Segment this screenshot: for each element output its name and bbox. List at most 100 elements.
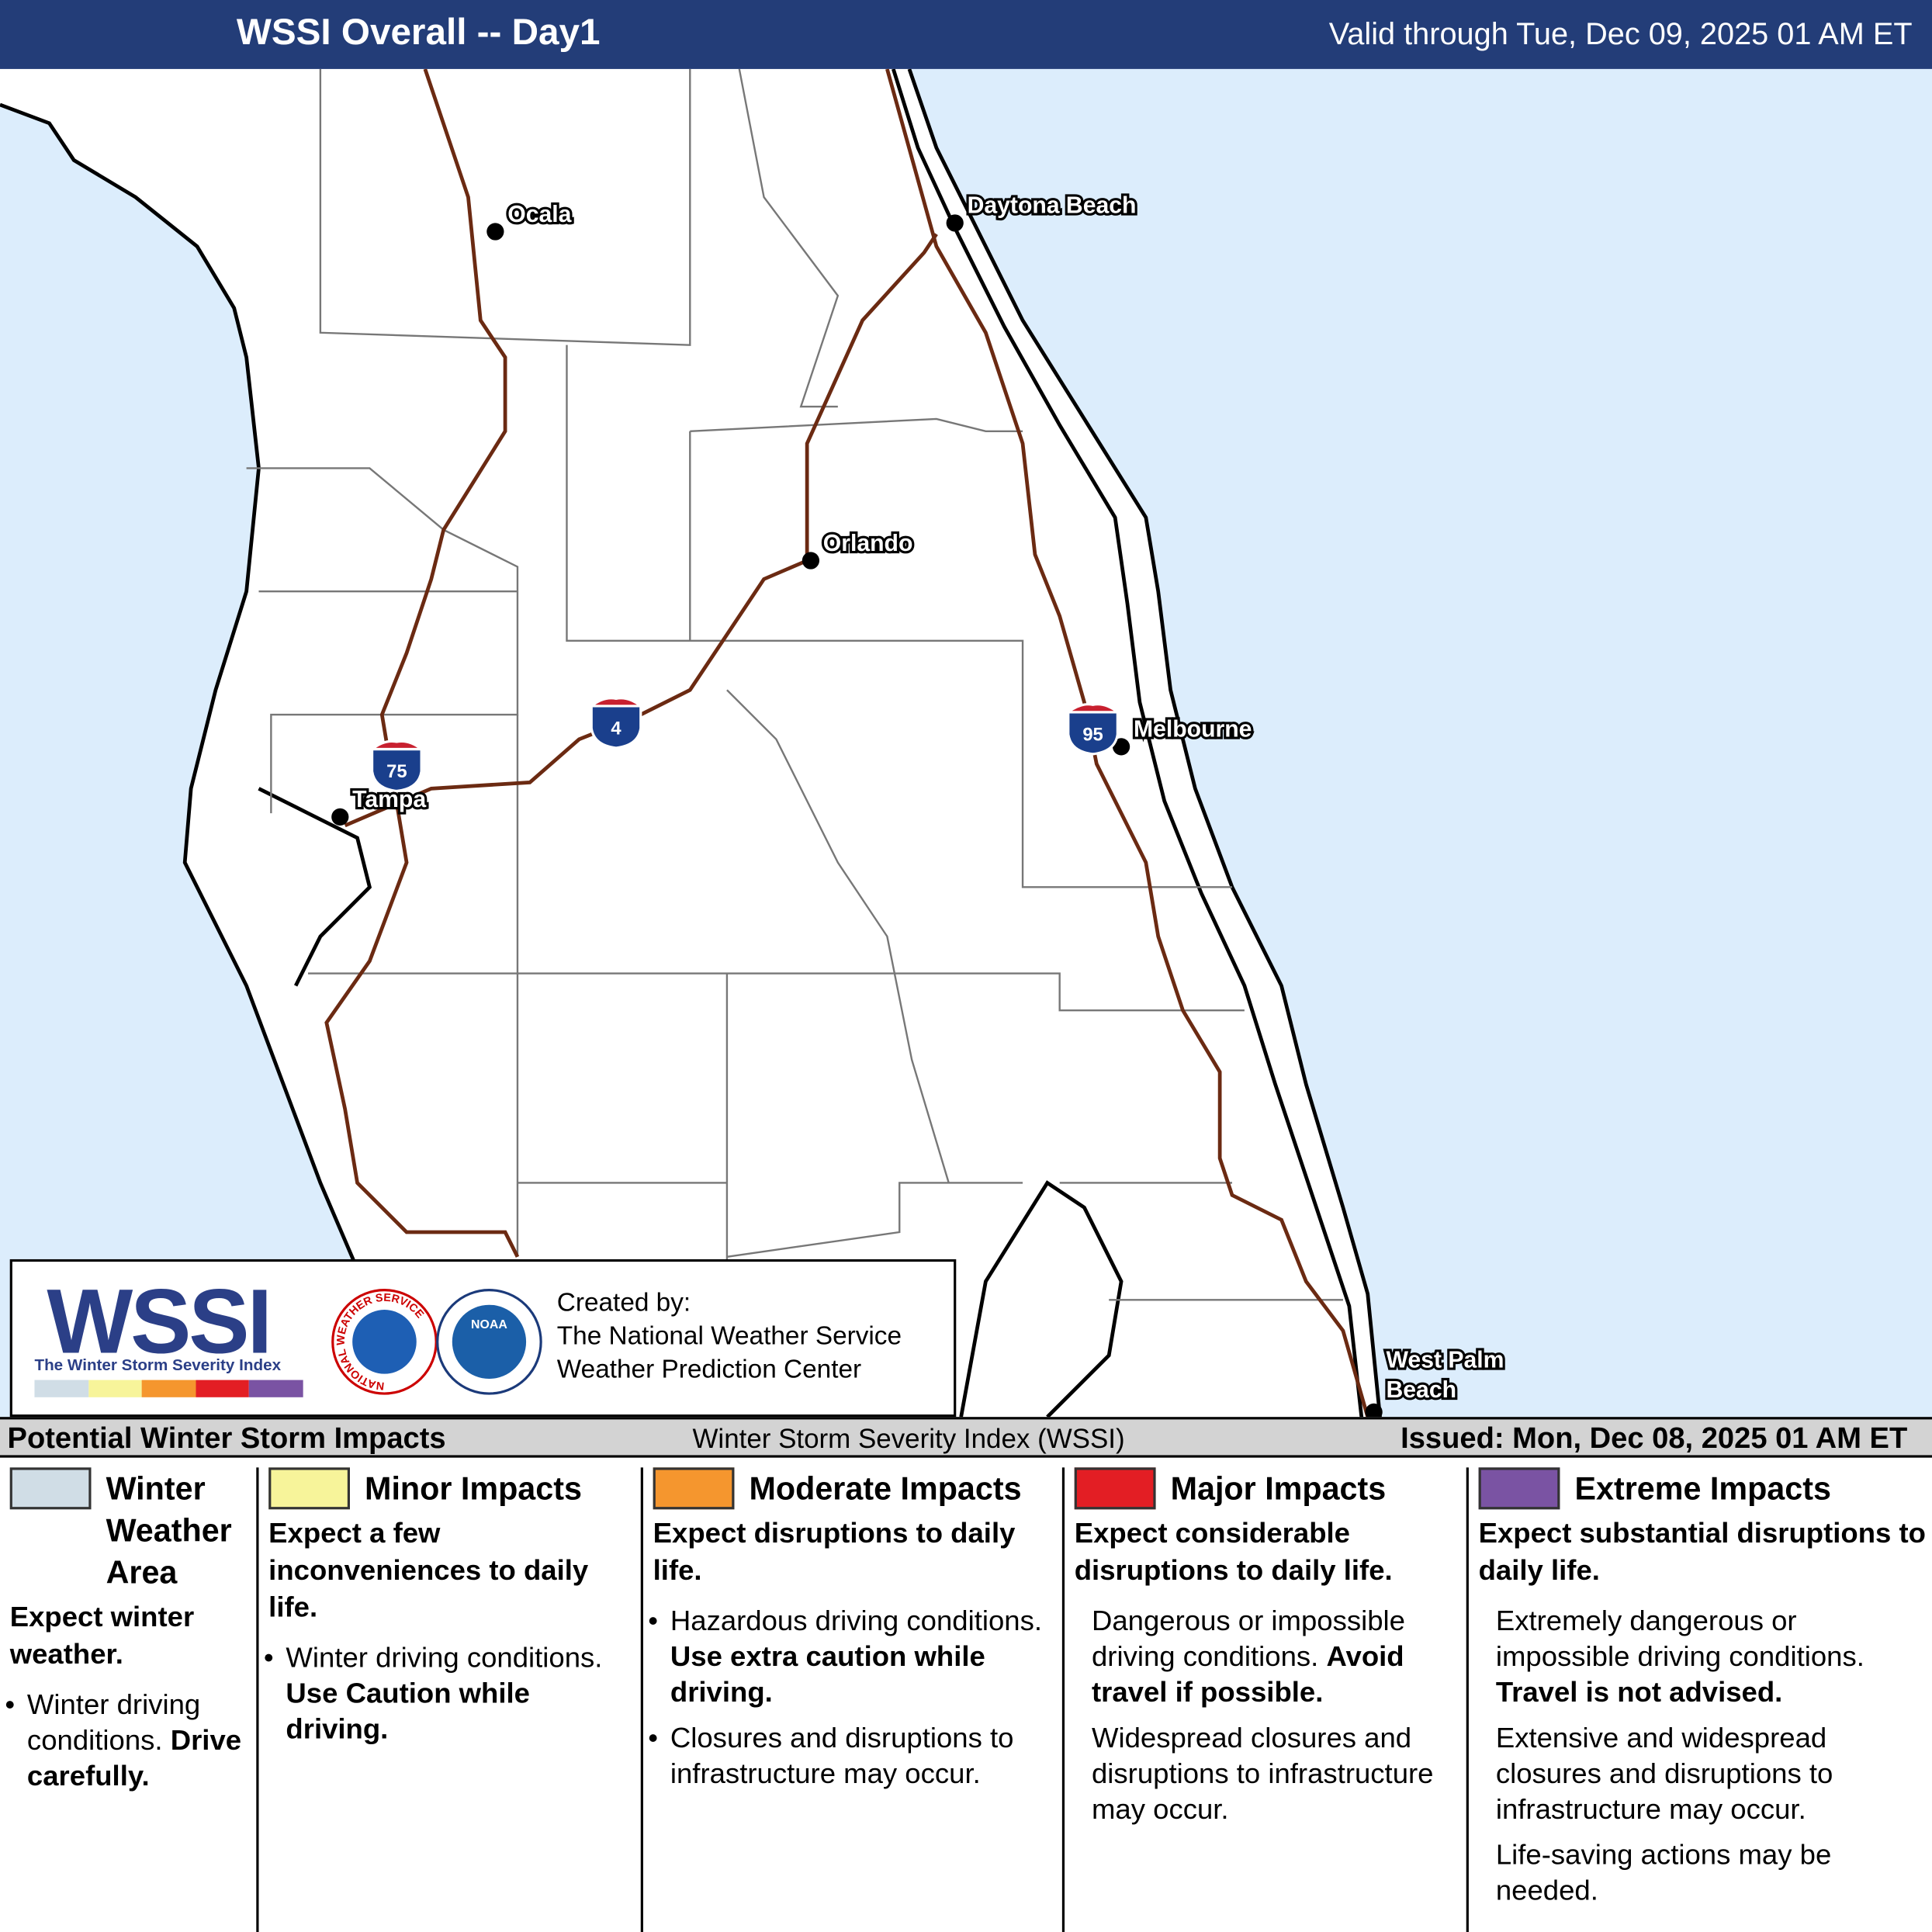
city-label: Beach (1387, 1377, 1457, 1403)
impact-item: Extensive and widespread closures and di… (1479, 1720, 1927, 1827)
city-label: Daytona Beach (968, 193, 1137, 219)
header: WSSI Overall -- Day1 Valid through Tue, … (0, 0, 1932, 69)
category-name: Major Impacts (1170, 1470, 1387, 1508)
city-dot (331, 808, 349, 826)
category-summary: Expect winter weather. (9, 1600, 195, 1670)
credit-line: Weather Prediction Center (556, 1355, 862, 1384)
item-text: Life-saving actions may be needed. (1495, 1838, 1832, 1906)
item-text: Dangerous or impossible driving conditio… (1091, 1604, 1405, 1672)
legend-category: Major Impacts (1074, 1467, 1462, 1510)
logo-subtitle: The Winter Storm Severity Index (34, 1355, 282, 1374)
shield-number: 95 (1082, 724, 1103, 745)
bullet: • (263, 1641, 274, 1674)
category-summary: Expect disruptions to daily life. (653, 1516, 1016, 1586)
legend-title: Potential Winter Storm Impacts (7, 1421, 446, 1456)
item-text: Extensive and widespread closures and di… (1495, 1721, 1833, 1825)
legend-swatch (9, 1467, 92, 1510)
item-text: Extremely dangerous or impossible drivin… (1495, 1604, 1864, 1672)
item-text: Hazardous driving conditions. (670, 1604, 1043, 1636)
impact-item: • Hazardous driving conditions. Use extra… (648, 1603, 1058, 1710)
city-label: Ocala (507, 202, 571, 227)
city-label: Orlando (823, 531, 913, 556)
item-text: Winter driving conditions. (286, 1641, 603, 1674)
city-dot (1365, 1403, 1383, 1418)
impact-item: Life-saving actions may be needed. (1479, 1837, 1927, 1909)
legend-swatch (268, 1467, 350, 1510)
shield-body (370, 747, 423, 793)
nws-seal-center (352, 1310, 417, 1374)
legend-column: Winter Weather Area Expect winter weather… (0, 1467, 256, 1932)
item-emphasis: Use extra caution while driving. (670, 1639, 985, 1708)
credit-line: The National Weather Service (556, 1321, 902, 1351)
impact-item: • Closures and disruptions to infrastruct… (648, 1720, 1058, 1792)
noaa-seal-text: NOAA (471, 1318, 507, 1331)
shield-number: 75 (386, 761, 407, 782)
item-emphasis: Travel is not advised. (1495, 1675, 1783, 1708)
shield-number: 4 (611, 718, 621, 739)
legend-subtitle: Winter Storm Severity Index (WSSI) (692, 1423, 1125, 1454)
category-summary: Expect a few inconveniences to daily lif… (268, 1516, 589, 1623)
title: WSSI Overall -- Day1 (236, 12, 601, 54)
color-bar-segment (88, 1380, 142, 1397)
bullet: • (648, 1604, 659, 1636)
valid-time: Valid through Tue, Dec 09, 2025 01 AM ET (1328, 17, 1913, 52)
color-bar-segment (34, 1380, 88, 1397)
item-text: Widespread closures and disruptions to i… (1091, 1721, 1434, 1825)
shield-body (1067, 711, 1119, 756)
item-emphasis: Avoid travel if possible. (1091, 1639, 1404, 1708)
legend-column: Moderate Impacts Expect disruptions to da… (640, 1467, 1062, 1932)
impact-item: Dangerous or impossible driving conditio… (1075, 1603, 1462, 1710)
cities: Ocala Daytona Beach Orlando Melbourne Tampa W… (331, 191, 1507, 1418)
bullet: • (648, 1721, 659, 1754)
category-summary: Expect considerable disruptions to daily… (1074, 1516, 1393, 1586)
issued-time: Issued: Mon, Dec 08, 2025 01 AM ET (1401, 1421, 1908, 1456)
legend-columns: Winter Weather Area Expect winter weather… (0, 1458, 1932, 1932)
legend-column: Extreme Impacts Expect substantial disrup… (1466, 1467, 1932, 1932)
bullet: • (5, 1688, 16, 1720)
wssi-logo: WSSI (47, 1270, 272, 1373)
credit-line: Created by: (556, 1289, 691, 1317)
shield-top (1065, 703, 1121, 714)
item-text: Winter driving conditions. (26, 1688, 201, 1756)
category-name: Moderate Impacts (749, 1470, 1022, 1508)
shield-body (590, 705, 642, 750)
legend-swatch (1074, 1467, 1156, 1510)
legend-swatch (1478, 1467, 1560, 1510)
city-dot (1112, 738, 1130, 756)
legend-category: Moderate Impacts (653, 1467, 1058, 1510)
created-by: Created by: The National Weather Service W… (557, 1286, 902, 1387)
city-label: West Palm (1387, 1348, 1504, 1373)
map: Ocala Daytona Beach Orlando Melbourne Tampa W… (0, 68, 1932, 1418)
impact-item: Widespread closures and disruptions to i… (1075, 1720, 1462, 1827)
legend-category: Minor Impacts (268, 1467, 635, 1510)
noaa-seal-center (452, 1304, 527, 1379)
item-emphasis: Drive carefully. (26, 1723, 242, 1792)
color-bar-segment (141, 1380, 196, 1397)
item-text: Closures and disruptions to infrastructu… (670, 1721, 1014, 1789)
coastline (0, 68, 1382, 1418)
shield-top (369, 739, 425, 751)
category-name: Extreme Impacts (1574, 1470, 1831, 1508)
legend-category: Winter Weather Area (9, 1467, 251, 1593)
city-dot (802, 552, 820, 570)
category-name: Minor Impacts (365, 1470, 582, 1508)
impact-item: • Winter driving conditions. Drive carefu… (5, 1687, 251, 1794)
city-label: Melbourne (1134, 717, 1252, 743)
credits-box: WSSI The Winter Storm Severity Index NAT… (9, 1259, 957, 1418)
legend-column: Minor Impacts Expect a few inconveniences… (256, 1467, 640, 1932)
county-lines (246, 68, 1343, 1418)
category-summary: Expect substantial disruptions to daily … (1478, 1516, 1926, 1586)
city-dot (486, 223, 504, 241)
legend-header: Potential Winter Storm Impacts Winter St… (0, 1417, 1932, 1458)
atlantic-ocean (909, 68, 1932, 1418)
shield-top (587, 697, 645, 708)
color-bar-segment (249, 1380, 303, 1397)
color-bar-segment (196, 1380, 250, 1397)
interstate-shields: 75 4 95 (369, 697, 1121, 793)
gulf-ocean (0, 104, 370, 1418)
category-name: Winter Weather Area (106, 1470, 232, 1591)
agency-seals: NATIONAL WEATHER SERVICE NOAA (331, 1289, 542, 1395)
color-bar (34, 1380, 303, 1397)
